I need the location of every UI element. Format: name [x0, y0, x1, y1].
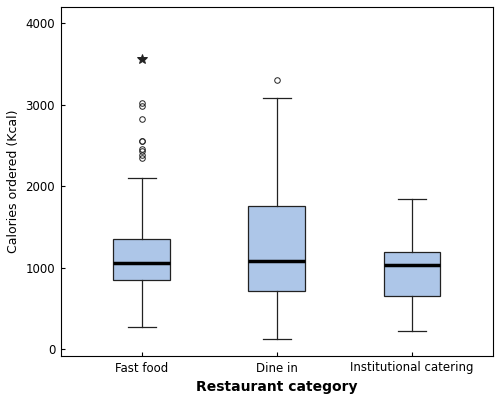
- PathPatch shape: [248, 206, 305, 291]
- Y-axis label: Calories ordered (Kcal): Calories ordered (Kcal): [7, 110, 20, 253]
- X-axis label: Restaurant category: Restaurant category: [196, 380, 358, 394]
- PathPatch shape: [114, 239, 170, 280]
- PathPatch shape: [384, 252, 440, 296]
